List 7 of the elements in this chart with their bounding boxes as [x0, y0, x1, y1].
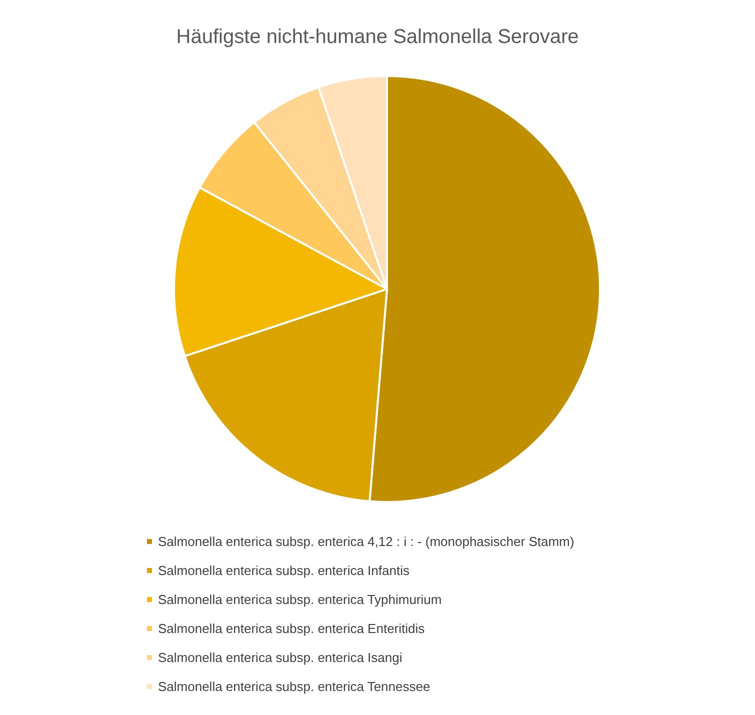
legend-label: Salmonella enterica subsp. enterica Infantis [158, 563, 410, 578]
legend-label: Salmonella enterica subsp. enterica Typhimurium [158, 592, 442, 607]
legend-label: Salmonella enterica subsp. enterica Enteritidis [158, 621, 426, 636]
legend-label: Salmonella enterica subsp. enterica Isangi [158, 650, 402, 665]
legend-label: Salmonella enterica subsp. enterica Tennessee [158, 679, 430, 694]
chart-title: Häufigste nicht-humane Salmonella Serovare [176, 26, 579, 48]
legend-label: Salmonella enterica subsp. enterica 4,12 : i : - (monophasischer Stamm) [158, 534, 574, 549]
